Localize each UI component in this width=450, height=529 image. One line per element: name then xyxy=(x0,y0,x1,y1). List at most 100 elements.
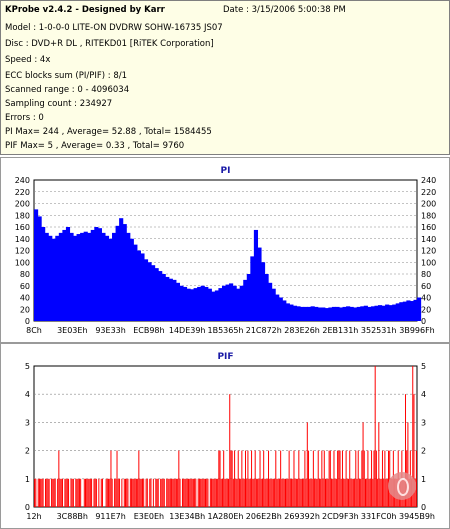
pi-bar xyxy=(278,297,283,321)
pi-bar xyxy=(44,232,49,321)
pi-bar xyxy=(179,285,184,321)
pi-bar xyxy=(119,218,124,321)
pi-bar xyxy=(324,308,329,321)
pi-bar xyxy=(353,307,358,321)
y-tick-label: 40 xyxy=(20,294,30,303)
pi-bar xyxy=(211,291,216,321)
pi-bar xyxy=(349,306,354,321)
pi-bar xyxy=(260,262,266,321)
pi-bar xyxy=(377,305,383,321)
pi-bar xyxy=(271,288,276,321)
pi-bar xyxy=(37,216,42,321)
y-tick-label-right: 200 xyxy=(421,200,436,209)
pi-bar xyxy=(402,301,407,321)
pi-bar xyxy=(239,285,244,321)
pi-bar xyxy=(225,284,230,321)
pi-bar xyxy=(58,232,63,321)
y-tick-label-right: 120 xyxy=(421,247,436,256)
y-tick-label: 3 xyxy=(25,418,30,427)
pi-bar xyxy=(97,228,102,321)
pi-bar xyxy=(221,285,227,321)
pi-bar xyxy=(151,265,156,321)
pi-bar xyxy=(236,288,241,321)
pi-bar xyxy=(190,289,195,321)
pi-bar xyxy=(172,279,177,321)
pi-chart-panel: PI 0 0 20 20 40 40 60 60 80 80 100 100 120 120 140 140 16… xyxy=(0,157,450,343)
pi-bar xyxy=(268,282,273,321)
y-tick-label-right: 1 xyxy=(421,475,426,484)
y-tick-label-right: 220 xyxy=(421,188,436,197)
pi-bar xyxy=(140,253,145,321)
y-tick-label-right: 5 xyxy=(421,362,426,371)
pi-bar xyxy=(51,238,56,321)
pi-bar xyxy=(310,306,315,321)
pi-bar xyxy=(154,268,159,321)
info-sampling: Sampling count : 234927 xyxy=(5,99,113,109)
pi-bar xyxy=(346,306,351,321)
pi-bar xyxy=(275,294,280,321)
info-ecc: ECC blocks sum (PI/PIF) : 8/1 xyxy=(5,71,128,81)
pi-bar xyxy=(186,288,191,321)
x-tick-label: 206E2Bh xyxy=(246,512,282,521)
pif-chart: PIF 0 0 1 1 2 2 3 3 4 4 5 5 12h 3C88Bh 911E7h E3E0Eh 13E3… xyxy=(25,352,435,521)
y-tick-label: 60 xyxy=(20,282,30,291)
pi-bar xyxy=(214,290,220,321)
pi-bar xyxy=(168,278,173,321)
pi-bar xyxy=(62,229,67,321)
x-tick-label: 911E7h xyxy=(95,512,125,521)
y-tick-label: 140 xyxy=(15,235,30,244)
y-tick-label: 100 xyxy=(15,258,30,267)
y-tick-label-right: 0 xyxy=(421,317,426,326)
info-pif-stats: PIF Max= 5 , Average= 0.33 , Total= 9760 xyxy=(5,141,185,151)
pi-bar xyxy=(76,234,81,321)
pi-bar xyxy=(175,282,180,321)
pi-bar xyxy=(296,306,301,321)
pi-bar xyxy=(115,225,120,321)
y-tick-label: 220 xyxy=(15,188,30,197)
y-tick-label-right: 3 xyxy=(421,418,426,427)
y-tick-label-right: 60 xyxy=(421,282,431,291)
y-tick-label-right: 180 xyxy=(421,211,436,220)
pi-bar xyxy=(388,305,393,321)
pi-bar xyxy=(321,307,326,321)
pi-bar xyxy=(182,286,188,321)
pi-bar xyxy=(143,259,149,321)
info-pi-stats: PI Max= 244 , Average= 52.88 , Total= 15… xyxy=(5,127,212,137)
pi-bar xyxy=(360,306,365,321)
info-disc: Disc : DVD+R DL , RITEKD01 [RiTEK Corpor… xyxy=(5,39,214,49)
pi-bar xyxy=(285,303,290,321)
y-tick-label-right: 240 xyxy=(421,176,436,185)
pi-bar xyxy=(409,301,415,321)
pi-bar xyxy=(65,227,71,321)
y-tick-label: 80 xyxy=(20,270,30,279)
pi-bar xyxy=(122,224,127,321)
pi-bar xyxy=(250,256,255,321)
pi-bar xyxy=(83,231,88,321)
pi-bar xyxy=(229,283,234,321)
x-tick-label: 2CD9F3h xyxy=(322,512,359,521)
y-tick-label-right: 4 xyxy=(421,390,426,399)
x-tick-label: ECB98h xyxy=(133,326,164,335)
pi-bar xyxy=(193,288,198,321)
pi-bar xyxy=(253,229,259,321)
pi-bar xyxy=(335,306,340,321)
pi-bar xyxy=(303,306,308,321)
pi-bar xyxy=(370,306,376,321)
info-speed: Speed : 4x xyxy=(5,55,51,65)
y-tick-label: 20 xyxy=(20,305,30,314)
pi-bar xyxy=(314,306,319,321)
pi-bar xyxy=(136,250,141,321)
pi-bar xyxy=(299,306,305,321)
pi-bar xyxy=(55,235,60,321)
pi-bar xyxy=(80,232,85,321)
pi-bar xyxy=(34,209,39,321)
pi-bar xyxy=(165,276,170,321)
app-title: KProbe v2.4.2 - Designed by Karr xyxy=(5,5,165,15)
pi-bar xyxy=(73,235,78,321)
pi-bar xyxy=(129,238,134,321)
y-tick-label: 0 xyxy=(25,503,30,512)
y-tick-label: 1 xyxy=(25,475,30,484)
pi-bar xyxy=(338,307,344,321)
x-tick-label: 331FC0h xyxy=(361,512,397,521)
pi-bar xyxy=(385,304,390,321)
